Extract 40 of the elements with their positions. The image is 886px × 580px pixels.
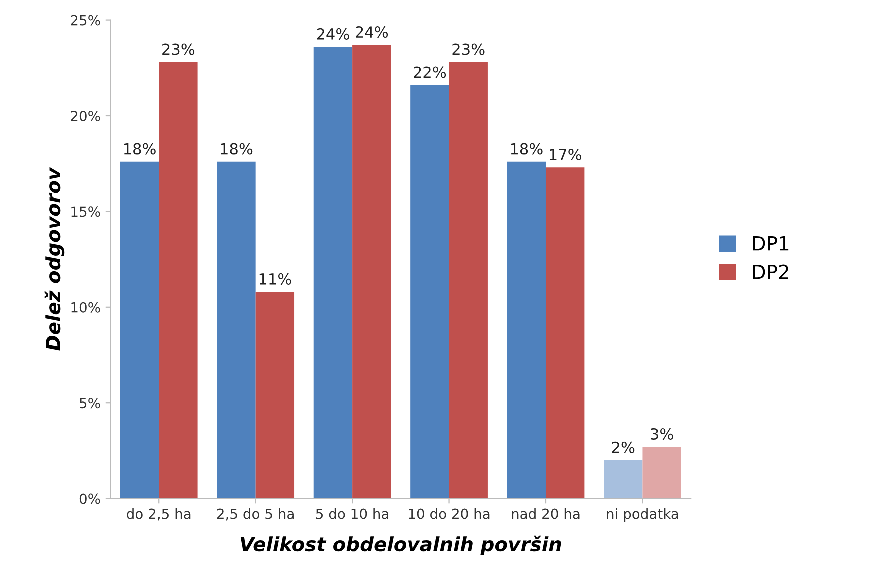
x-axis-title: Velikost obdelovalnih površin xyxy=(240,536,562,556)
y-tick-label: 5% xyxy=(80,398,100,409)
legend-label: DP1 xyxy=(753,236,789,251)
bar xyxy=(217,162,256,499)
legend-label: DP2 xyxy=(753,264,788,280)
x-tick-label: 2,5 do 5 ha xyxy=(217,508,294,521)
data-label: 18% xyxy=(221,143,253,155)
y-tick-label: 10% xyxy=(72,302,100,313)
bar xyxy=(546,168,585,499)
bar xyxy=(314,47,353,499)
bar xyxy=(604,460,643,499)
bar xyxy=(507,162,546,499)
data-label: 23% xyxy=(162,44,195,56)
data-label: 3% xyxy=(651,428,674,440)
data-label: 23% xyxy=(452,44,485,56)
bar xyxy=(159,62,198,499)
data-label: 11% xyxy=(260,273,292,285)
x-tick-label: ni podatka xyxy=(607,508,678,522)
y-tick-label: 0% xyxy=(80,494,100,504)
bar xyxy=(352,45,392,499)
y-axis-title: Delež odgovorov xyxy=(44,167,65,351)
x-tick-label: 10 do 20 ha xyxy=(409,508,490,520)
data-label: 18% xyxy=(124,143,156,155)
data-label: 22% xyxy=(414,66,446,78)
x-tick-label: nad 20 ha xyxy=(512,508,580,520)
y-tick-label: 15% xyxy=(72,206,100,218)
data-label: 18% xyxy=(511,143,543,155)
bar xyxy=(256,292,295,499)
data-label: 2% xyxy=(612,442,635,454)
y-tick-label: 20% xyxy=(71,110,100,122)
bar xyxy=(449,62,488,499)
bar xyxy=(642,447,682,499)
bar xyxy=(410,85,450,499)
y-tick-label: 25% xyxy=(71,15,100,26)
x-tick-label: 5 do 10 ha xyxy=(316,508,388,520)
bar xyxy=(120,162,160,499)
data-label: 24% xyxy=(317,28,350,40)
data-label: 24% xyxy=(356,26,388,38)
x-tick-label: do 2,5 ha xyxy=(127,508,191,521)
data-label: 17% xyxy=(550,148,582,161)
